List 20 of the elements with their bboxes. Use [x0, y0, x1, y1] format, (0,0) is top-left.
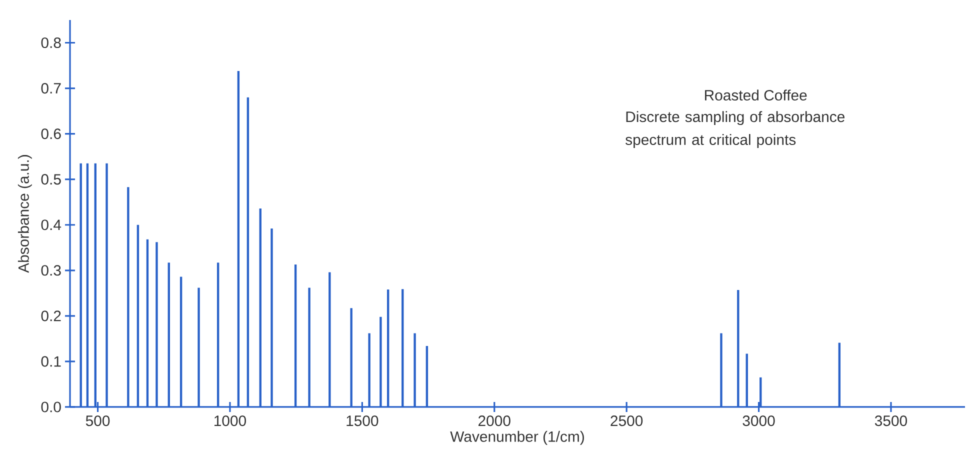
y-tick-label: 0.0 — [41, 402, 61, 412]
y-tick-label: 0.2 — [41, 310, 61, 322]
y-tick-label: 0.5 — [41, 174, 61, 185]
text: Roasted Coffee — [705, 90, 807, 101]
text: Discrete sampling of absorbance spectrum at critical points — [626, 111, 844, 148]
y-tick-label: 0.4 — [41, 220, 62, 230]
x-tick-label: 1500 — [346, 416, 378, 426]
y-tick-label: 0.8 — [41, 37, 61, 48]
y-tick-label: 0.6 — [41, 128, 61, 140]
x-tick-label: 1000 — [214, 416, 246, 426]
y-tick-label: 0.3 — [41, 265, 61, 276]
x-tick-label: 3000 — [742, 416, 775, 426]
x-tick-label: 3500 — [874, 416, 907, 426]
x-tick-label: 500 — [86, 416, 110, 426]
y-axis-title: Absorbance (a.u.) — [18, 155, 32, 273]
x-tick-label: 2500 — [610, 416, 643, 426]
x-axis-title: Wavenumber (1/cm) — [450, 430, 584, 445]
y-tick-label: 0.1 — [41, 356, 61, 367]
x-tick-label: 2000 — [478, 416, 510, 426]
y-tick-label: 0.7 — [41, 82, 61, 94]
